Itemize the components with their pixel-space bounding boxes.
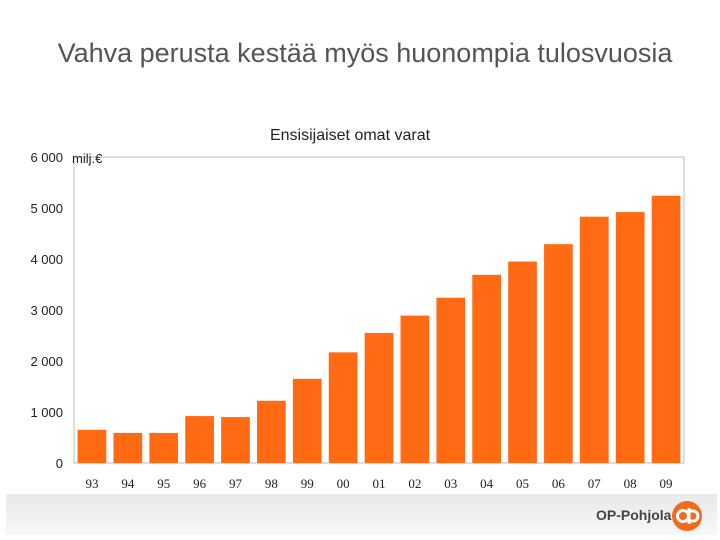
x-tick-label: 07 [588,476,602,491]
bar [436,297,466,463]
bar [185,416,214,463]
bar [615,212,645,463]
x-tick-label: 09 [660,476,673,491]
x-tick-label: 02 [408,476,421,491]
bar [579,216,609,463]
x-tick-label: 08 [624,476,637,491]
x-tick-label: 00 [337,476,350,491]
y-axis-label: milj.€ [72,151,103,166]
x-tick-label: 04 [480,476,494,491]
brand-name: OP-Pohjola [596,507,672,523]
x-tick-label: 94 [121,476,135,491]
x-tick-label: 96 [193,476,207,491]
bar [400,315,430,463]
y-tick-label: 1 000 [30,405,63,420]
bar [221,417,250,463]
x-tick-label: 06 [552,476,566,491]
x-tick-label: 05 [516,476,529,491]
bar [544,244,573,463]
footer-bar [6,494,717,535]
y-tick-label: 5 000 [30,201,63,216]
x-tick-label: 99 [301,476,314,491]
bar [364,332,394,463]
x-tick-label: 95 [157,476,170,491]
bar [472,274,501,463]
bar [149,432,179,463]
x-tick-label: 97 [229,476,243,491]
op-logo-icon [672,501,702,531]
y-tick-label: 0 [56,456,63,471]
bar [651,195,681,463]
bar [77,429,107,463]
y-tick-label: 6 000 [30,150,63,165]
bar [508,261,537,463]
x-tick-label: 01 [373,476,386,491]
bar [328,352,358,463]
bar [292,378,322,463]
x-tick-label: 93 [85,476,98,491]
y-tick-label: 2 000 [30,354,63,369]
x-tick-label: 98 [265,476,278,491]
chart-title: Ensisijaiset omat varat [269,127,431,144]
x-tick-label: 03 [444,476,457,491]
bar [257,400,286,463]
slide-title: Vahva perusta kestää myös huonompia tulo… [57,38,673,68]
y-tick-label: 3 000 [30,303,63,318]
y-tick-label: 4 000 [30,252,63,267]
bar [113,432,143,463]
